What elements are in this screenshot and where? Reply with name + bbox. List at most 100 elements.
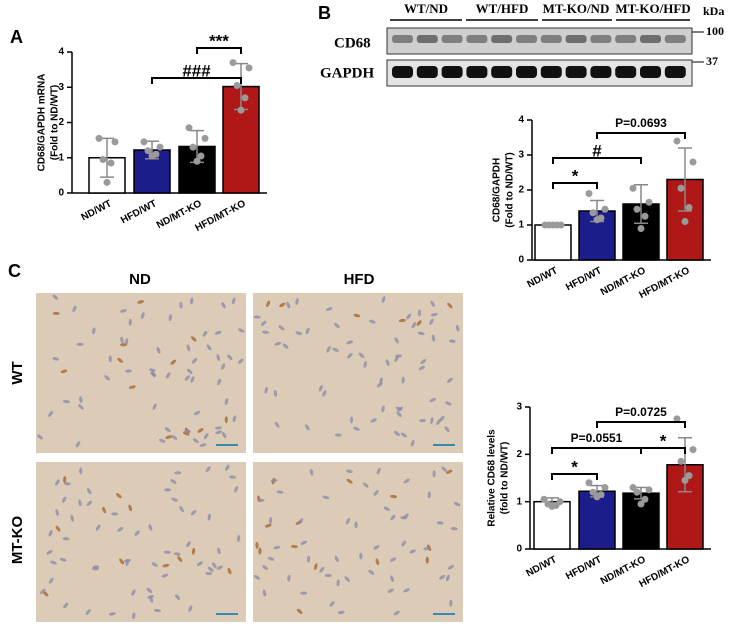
blot-group: MT-KO/HFD — [615, 1, 690, 16]
nucleus — [400, 432, 407, 438]
nucleus — [152, 403, 157, 410]
nucleus — [305, 327, 310, 335]
data-point — [677, 457, 685, 465]
nucleus — [192, 438, 199, 444]
band — [392, 35, 413, 43]
data-point — [241, 94, 249, 102]
nucleus — [279, 302, 286, 308]
nucleus — [75, 441, 81, 448]
nucleus — [197, 428, 204, 433]
data-point — [689, 158, 697, 166]
row-label: WT — [9, 361, 26, 384]
blot-group: MT-KO/ND — [543, 1, 610, 16]
nucleus — [206, 344, 212, 351]
data-point — [548, 502, 556, 510]
nucleus — [410, 439, 415, 447]
data-point — [633, 205, 641, 213]
data-point — [641, 212, 649, 220]
nucleus — [419, 418, 427, 423]
nucleus — [108, 612, 116, 616]
micrographs — [36, 293, 463, 622]
nucleus — [336, 579, 340, 587]
nucleus — [432, 470, 436, 478]
nucleus — [429, 398, 437, 403]
nucleus — [117, 357, 124, 363]
nucleus — [381, 296, 386, 303]
significance-bracket — [596, 132, 686, 139]
nucleus — [403, 478, 410, 484]
nucleus — [449, 599, 453, 607]
y-axis-label: (Fold to ND/WT) — [50, 85, 61, 161]
nucleus — [445, 401, 452, 406]
nucleus — [231, 297, 236, 305]
nucleus — [174, 594, 181, 601]
nucleus — [425, 556, 429, 564]
panel-label: B — [318, 3, 331, 23]
nucleus — [389, 557, 397, 562]
nucleus — [373, 490, 379, 496]
nucleus — [52, 357, 60, 361]
nucleus — [134, 530, 140, 536]
nucleus — [363, 482, 369, 488]
nucleus — [188, 605, 193, 612]
data-point — [549, 221, 557, 229]
y-tick-label: 3 — [516, 402, 522, 413]
nucleus — [264, 523, 272, 528]
data-point — [107, 159, 115, 167]
nucleus — [287, 574, 291, 582]
data-point — [633, 488, 641, 496]
nucleus — [177, 556, 183, 562]
nucleus — [418, 365, 425, 371]
band — [565, 35, 587, 43]
nucleus — [76, 342, 84, 346]
panel-label: C — [8, 261, 21, 281]
nucleus — [184, 375, 191, 381]
nucleus — [359, 552, 363, 560]
nucleus — [423, 547, 431, 551]
band — [491, 35, 513, 43]
nucleus — [170, 479, 177, 484]
y-tick-label: 2 — [516, 449, 522, 460]
band — [664, 35, 686, 43]
data-point — [189, 143, 197, 151]
nucleus — [119, 558, 125, 565]
nucleus — [346, 340, 354, 345]
nucleus — [124, 369, 132, 373]
significance-bracket — [640, 447, 686, 454]
significance-bracket — [552, 182, 598, 189]
nucleus — [450, 527, 458, 531]
data-point — [601, 205, 609, 213]
data-point — [685, 204, 693, 211]
blot-group: WT/HFD — [476, 1, 529, 16]
nucleus — [158, 438, 166, 443]
nucleus — [444, 426, 450, 433]
nucleus — [262, 565, 269, 570]
nucleus — [123, 558, 131, 563]
data-point — [585, 190, 593, 197]
y-tick-label: 1 — [58, 152, 64, 163]
nucleus — [79, 467, 83, 475]
nucleus — [430, 312, 438, 317]
nucleus — [165, 435, 173, 440]
nucleus — [225, 464, 230, 471]
nucleus — [266, 300, 271, 308]
significance-label: ### — [182, 61, 211, 80]
nucleus — [153, 608, 161, 613]
band — [640, 66, 661, 78]
nucleus — [270, 478, 278, 483]
nucleus — [262, 330, 270, 334]
nucleus — [427, 491, 431, 499]
band — [392, 66, 413, 78]
nucleus — [164, 427, 171, 433]
band — [416, 66, 438, 78]
nucleus — [63, 476, 67, 484]
nucleus — [363, 360, 367, 368]
nucleus — [78, 499, 82, 507]
nucleus — [128, 318, 132, 326]
nucleus — [48, 530, 53, 537]
significance-bracket — [551, 447, 642, 454]
nucleus — [168, 314, 173, 322]
y-tick-label: 3 — [518, 150, 524, 161]
nucleus — [304, 424, 310, 431]
